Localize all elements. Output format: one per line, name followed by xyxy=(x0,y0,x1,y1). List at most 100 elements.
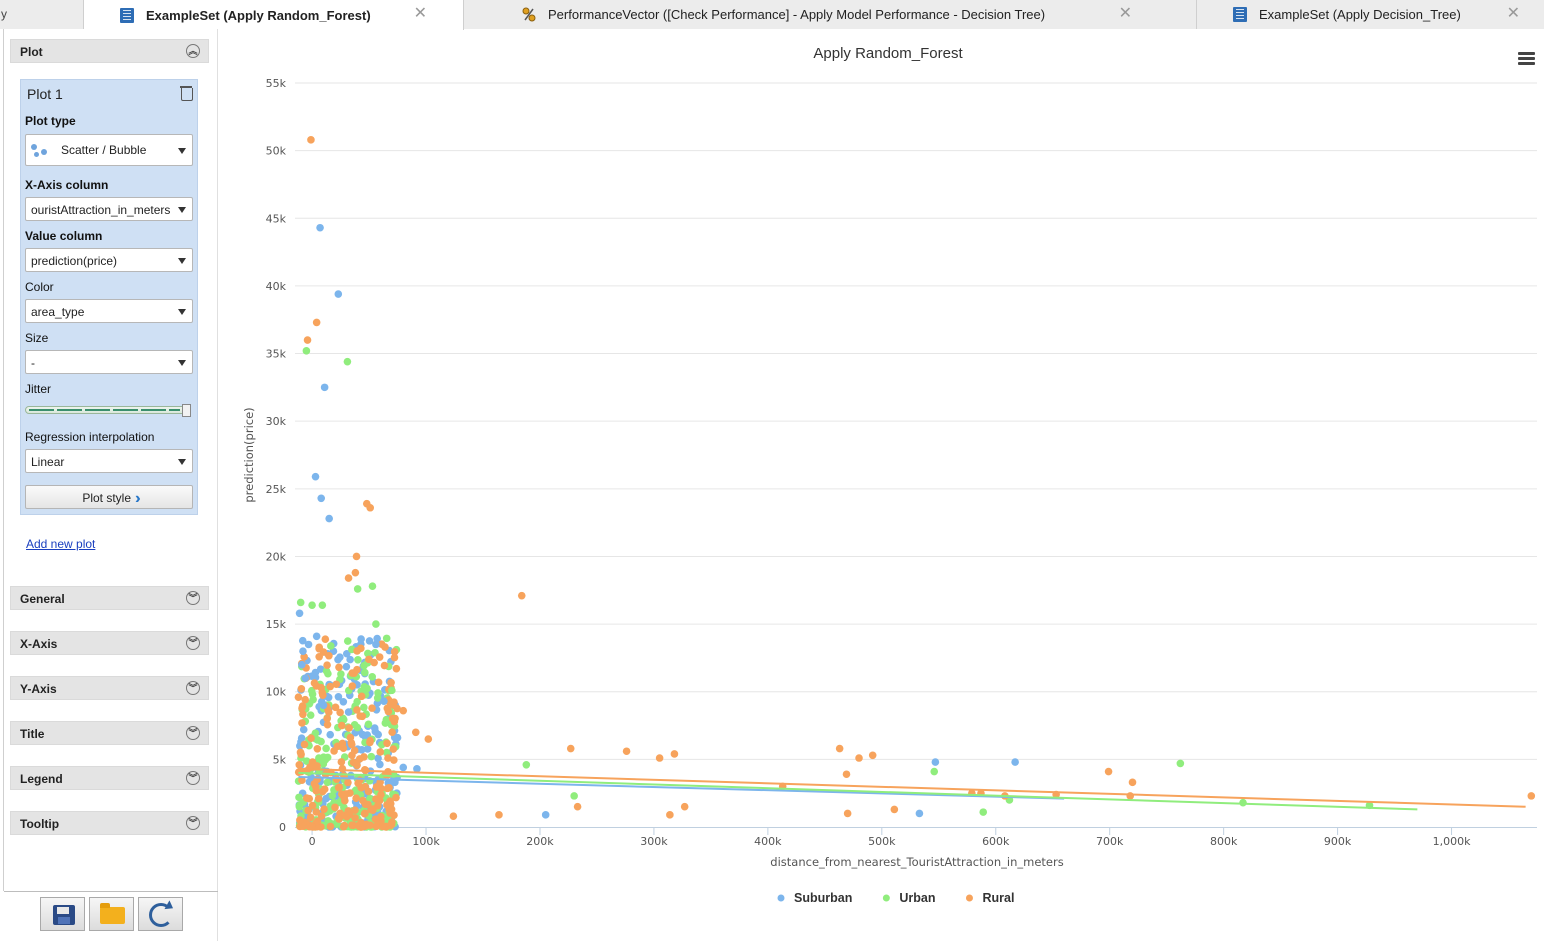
close-icon[interactable]: ✕ xyxy=(1506,5,1520,22)
save-button[interactable] xyxy=(40,897,85,931)
data-point-urban xyxy=(522,760,531,769)
data-point-rural xyxy=(357,818,365,827)
tab-performance-vector[interactable]: PerformanceVector ([Check Performance] -… xyxy=(464,0,1197,29)
section-legend[interactable]: Legend ︾ xyxy=(10,766,209,790)
data-point-rural xyxy=(424,735,433,743)
regression-lines xyxy=(298,767,1526,811)
data-point-rural xyxy=(335,663,343,672)
jitter-slider[interactable] xyxy=(25,404,191,417)
color-dropdown[interactable]: area_type xyxy=(25,299,193,323)
x-tick-label: 200k xyxy=(526,835,554,848)
tab-exampleset-decision-tree[interactable]: ExampleSet (Apply Decision_Tree) ✕ xyxy=(1197,0,1544,29)
data-point-rural xyxy=(357,644,365,653)
data-point-urban xyxy=(323,753,332,762)
tab-label: PerformanceVector ([Check Performance] -… xyxy=(548,7,1046,22)
data-point-urban xyxy=(317,737,325,746)
data-point-rural xyxy=(375,653,384,661)
value-column-dropdown[interactable]: prediction(price) xyxy=(25,248,193,272)
data-point-rural xyxy=(313,744,322,753)
expand-icon[interactable]: ︾ xyxy=(186,681,200,695)
plot-type-label: Plot type xyxy=(25,114,76,128)
slider-thumb[interactable] xyxy=(182,404,191,417)
collapse-icon[interactable]: ︽ xyxy=(186,44,200,58)
tab-exampleset-random-forest[interactable]: ExampleSet (Apply Random_Forest) ✕ xyxy=(84,0,464,30)
section-y-axis[interactable]: Y-Axis ︾ xyxy=(10,676,209,700)
data-point-rural xyxy=(835,744,844,753)
section-plot[interactable]: Plot ︽ xyxy=(10,39,209,63)
section-general[interactable]: General ︾ xyxy=(10,586,209,610)
refresh-button[interactable] xyxy=(138,897,183,931)
data-point-rural xyxy=(348,682,357,690)
data-point-rural xyxy=(349,758,358,767)
data-point-rural xyxy=(390,653,399,662)
data-point-urban xyxy=(303,757,311,766)
x-axis-column-dropdown[interactable]: ouristAttraction_in_meters xyxy=(25,197,193,221)
data-point-suburban xyxy=(319,701,328,710)
data-point-rural xyxy=(339,822,348,831)
expand-icon[interactable]: ︾ xyxy=(186,726,200,740)
data-point-rural xyxy=(336,708,344,717)
data-point-rural xyxy=(332,680,341,689)
x-tick-label: 300k xyxy=(640,835,668,848)
data-point-urban xyxy=(323,778,332,787)
data-point-rural xyxy=(666,811,674,819)
dropdown-arrow-icon xyxy=(178,207,186,213)
data-point-urban xyxy=(318,601,327,609)
expand-icon[interactable]: ︾ xyxy=(186,636,200,650)
chart-menu-icon[interactable] xyxy=(1518,52,1535,66)
data-point-rural xyxy=(383,739,391,748)
section-tooltip[interactable]: Tooltip ︾ xyxy=(10,811,209,835)
data-point-suburban xyxy=(326,730,335,739)
trash-icon[interactable] xyxy=(180,85,193,101)
tab-overflow-stub[interactable]: y xyxy=(0,0,84,29)
data-point-rural xyxy=(307,734,315,742)
scatter-chart: Apply Random_Forest 0 5k 10k 15k 20k 25k 30k 35… xyxy=(242,45,1537,905)
expand-icon[interactable]: ︾ xyxy=(186,591,200,605)
section-x-axis[interactable]: X-Axis ︾ xyxy=(10,631,209,655)
data-point-urban xyxy=(343,637,352,645)
data-point-rural xyxy=(312,787,321,795)
close-icon[interactable]: ✕ xyxy=(413,5,427,22)
section-title[interactable]: Title ︾ xyxy=(10,721,209,745)
data-point-rural xyxy=(390,648,399,656)
y-tick-label: 30k xyxy=(266,415,287,428)
data-point-suburban xyxy=(363,745,372,753)
regression-line-suburban xyxy=(298,775,1065,800)
x-tick-label: 400k xyxy=(754,835,782,848)
data-point-rural xyxy=(308,822,316,831)
data-point-suburban xyxy=(344,708,353,716)
regression-line-rural xyxy=(298,767,1526,808)
open-button[interactable] xyxy=(89,897,134,931)
size-dropdown[interactable]: - xyxy=(25,350,193,374)
data-point-suburban xyxy=(365,637,374,645)
data-point-urban xyxy=(337,670,345,678)
data-point-suburban xyxy=(320,383,329,392)
data-point-rural xyxy=(295,761,304,769)
add-new-plot-link[interactable]: Add new plot xyxy=(26,537,96,551)
data-point-urban xyxy=(319,760,328,768)
regression-dropdown[interactable]: Linear xyxy=(25,449,193,473)
table-icon xyxy=(120,7,134,23)
data-point-rural xyxy=(573,802,582,811)
data-point-suburban xyxy=(312,632,321,641)
y-tick-label: 35k xyxy=(266,348,287,361)
dropdown-arrow-icon xyxy=(178,360,186,366)
data-point-suburban xyxy=(342,649,351,658)
data-point-urban xyxy=(364,720,373,729)
expand-icon[interactable]: ︾ xyxy=(186,816,200,830)
data-point-rural xyxy=(383,704,392,713)
data-point-rural xyxy=(304,806,312,815)
data-point-rural xyxy=(351,568,360,577)
data-point-urban xyxy=(361,668,369,677)
data-point-rural xyxy=(351,814,359,822)
data-point-suburban xyxy=(393,733,402,742)
data-point-suburban xyxy=(931,758,940,766)
data-point-rural xyxy=(390,756,398,764)
plot-style-button[interactable]: Plot style ›› xyxy=(25,485,193,509)
close-icon[interactable]: ✕ xyxy=(1118,5,1132,22)
expand-icon[interactable]: ︾ xyxy=(186,771,200,785)
y-axis-ticks: 0 5k 10k 15k 20k 25k 30k 35k 40k 45k 50k 55k xyxy=(266,77,287,834)
size-label: Size xyxy=(25,331,49,345)
data-point-rural xyxy=(364,787,373,796)
plot-type-dropdown[interactable]: Scatter / Bubble xyxy=(25,134,193,166)
